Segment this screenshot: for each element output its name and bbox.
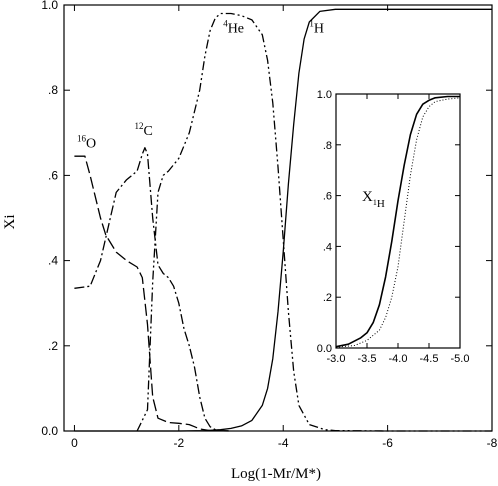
x-tick-label: -4 [278, 436, 289, 450]
y-axis-title-text: Xi [2, 215, 18, 230]
annotation-sup: 4 [223, 19, 228, 29]
inset-x-tick-label: -4.0 [389, 353, 408, 365]
x-axis-title: Log(1-Mr/M*) [231, 466, 321, 482]
y-tick-label: 0.0 [41, 424, 58, 438]
annotation-sup: 1 [309, 19, 314, 29]
inset-background [308, 92, 484, 348]
annotation-4He: 4He [223, 19, 244, 37]
x-tick-label: -8 [487, 436, 498, 450]
y-tick-label: .2 [48, 339, 58, 353]
annotation-text: O [86, 137, 96, 152]
inset-y-tick-label: 1.0 [317, 89, 332, 101]
inset-y-tick-label: .4 [323, 241, 332, 253]
annotation-1H: 1H [309, 19, 324, 37]
main-axis-ticks: 0 -2 -4 -6 -8 0.0 .2 .4 .6 .8 1.0 [41, 0, 497, 450]
series-line-12C [74, 147, 232, 432]
series-line-4He [136, 12, 492, 432]
main-series-group [74, 8, 492, 432]
inset-y-tick-label: 0.0 [317, 343, 332, 355]
main-annotations: 16O 12C 4He 1H [77, 19, 324, 152]
annotation-sup: 12 [134, 121, 143, 131]
inset-x-tick-label: -3.0 [327, 353, 346, 365]
series-line-1H [74, 8, 492, 432]
annotation-text: He [228, 22, 244, 37]
inset-y-tick-label: .6 [323, 191, 332, 203]
inset-x-tick-label: -3.5 [358, 353, 377, 365]
annotation-sup: 16 [77, 134, 87, 144]
y-tick-label: .4 [48, 254, 58, 268]
inset-y-label-subsub: H [377, 198, 385, 210]
x-tick-label: -2 [173, 436, 184, 450]
inset-y-label-main: X [362, 189, 373, 205]
x-tick-label: 0 [71, 436, 78, 450]
y-axis-title: Xi [2, 215, 18, 230]
inset-axis-ticks: -3.0 -3.5 -4.0 -4.5 -5.0 0.0 .2 .4 .6 .8 1.0 [317, 89, 470, 365]
x-tick-label: -6 [382, 436, 393, 450]
inset-series-group [335, 95, 461, 348]
x-axis-title-text: Log(1-Mr/M*) [231, 466, 321, 482]
annotation-text: C [143, 124, 152, 139]
inset-y-tick-label: .2 [323, 292, 332, 304]
annotation-12C: 12C [134, 121, 152, 139]
inset-series-line-solid [335, 95, 460, 348]
y-tick-label: .8 [48, 83, 58, 97]
y-tick-label: .6 [48, 168, 58, 182]
annotation-16O: 16O [77, 134, 96, 152]
annotation-text: H [314, 22, 324, 37]
inset-x-tick-label: -5.0 [451, 353, 470, 365]
inset-y-label: X1H [362, 189, 385, 210]
y-tick-label: 1.0 [41, 0, 58, 12]
inset-x-tick-label: -4.5 [420, 353, 439, 365]
inset-y-label-sub: 1 [373, 198, 377, 207]
main-plot-frame [63, 4, 493, 432]
series-line-16O [74, 155, 232, 432]
inset-y-tick-label: .8 [323, 140, 332, 152]
